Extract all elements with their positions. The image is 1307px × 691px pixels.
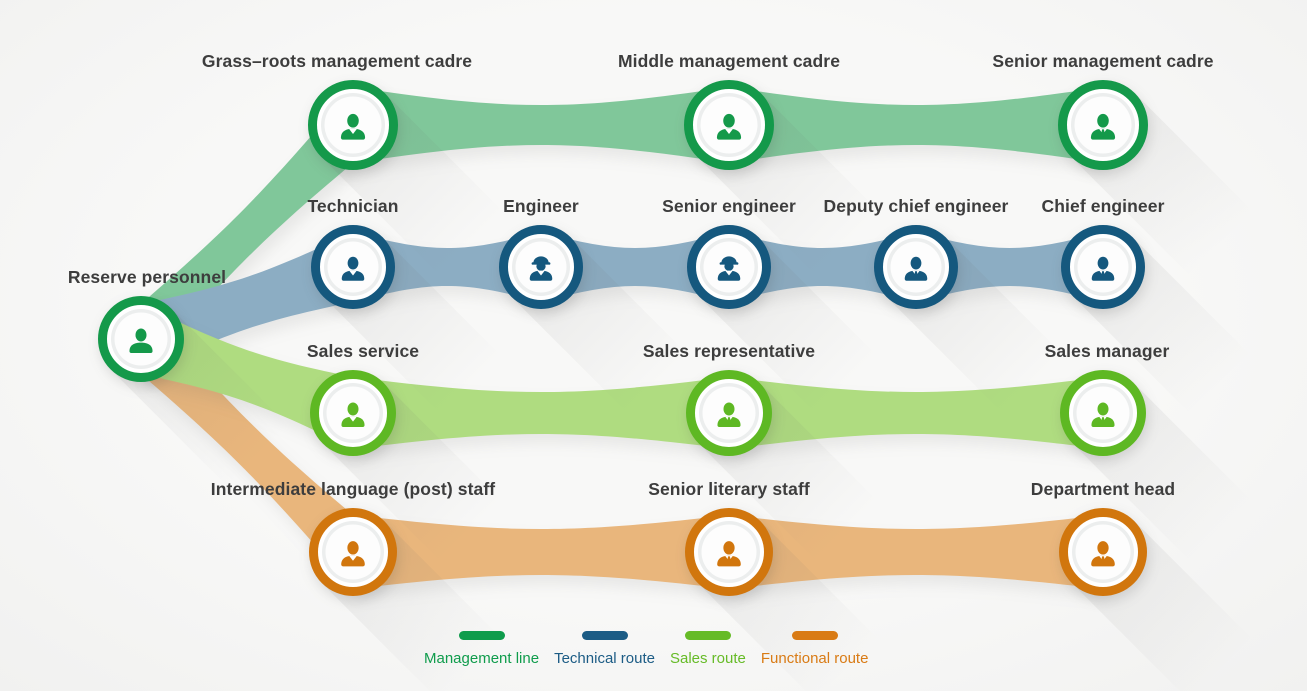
functional-route-dash-icon [791, 631, 838, 640]
person-collar-icon [341, 541, 365, 567]
legend-item-management-line: Management line [424, 631, 539, 667]
legend-item-sales-route: Sales route [670, 631, 746, 667]
legend-label: Management line [424, 650, 540, 667]
businessman-icon [1091, 402, 1115, 428]
legend-label: Sales route [669, 650, 746, 667]
node-label-deputy-chief-engineer: Deputy chief engineer [823, 196, 1009, 216]
node-label-grass-roots-management-cadre: Grass–roots management cadre [201, 51, 473, 71]
sales-route-dash-icon [684, 631, 731, 640]
technical-route-dash-icon [581, 631, 628, 640]
node-technician [311, 225, 513, 427]
node-sales-service [310, 370, 514, 574]
node-senior-management-cadre [1058, 80, 1265, 287]
ribbon-management-line-1 [729, 87, 1103, 163]
legend-label: Technical route [554, 650, 655, 667]
person-collar-icon [340, 113, 366, 140]
businessman-icon [717, 402, 741, 428]
node-label-reserve-personnel: Reserve personnel [67, 267, 227, 287]
node-label-chief-engineer: Chief engineer [1041, 196, 1165, 216]
ribbon-management-line-0 [353, 87, 729, 163]
node-label-senior-engineer: Senior engineer [662, 196, 796, 216]
node-chief-engineer [1061, 225, 1263, 427]
businessman-icon [1091, 256, 1115, 281]
person-collar-icon [341, 402, 365, 428]
node-label-technician: Technician [307, 196, 399, 216]
legend-item-functional-route: Functional route [760, 631, 869, 667]
node-label-sales-manager: Sales manager [1044, 341, 1170, 361]
management-line-dash-icon [458, 631, 505, 640]
node-intermediate-language-post-staff [309, 508, 515, 691]
businessman-icon [1090, 113, 1116, 140]
engineer-helmet-icon [529, 256, 553, 281]
node-reserve-personnel [98, 296, 302, 500]
node-middle-management-cadre [684, 80, 891, 287]
legend: Management line Technical route Sales ro… [424, 631, 868, 667]
node-label-intermediate-language-post-staff: Intermediate language (post) staff [210, 479, 496, 499]
node-label-sales-representative: Sales representative [642, 341, 816, 361]
node-layer [98, 80, 1265, 691]
person-icon [129, 328, 153, 354]
node-label-department-head: Department head [1030, 479, 1176, 499]
node-label-senior-literary-staff: Senior literary staff [648, 479, 810, 499]
businessman-icon [717, 541, 741, 567]
node-sales-representative [686, 370, 890, 574]
node-senior-literary-staff [685, 508, 891, 691]
node-label-sales-service: Sales service [306, 341, 420, 361]
person-collar-icon [341, 256, 365, 281]
person-collar-icon [716, 113, 742, 140]
node-grass-roots-management-cadre [308, 80, 515, 287]
node-department-head [1059, 508, 1265, 691]
businessman-icon [904, 256, 928, 281]
node-engineer [499, 225, 701, 427]
businessman-icon [1091, 541, 1115, 567]
engineer-helmet-icon [717, 256, 741, 281]
node-senior-engineer [687, 225, 889, 427]
node-deputy-chief-engineer [874, 225, 1076, 427]
legend-label: Functional route [760, 650, 869, 667]
node-label-engineer: Engineer [503, 196, 579, 216]
node-label-middle-management-cadre: Middle management cadre [617, 51, 841, 71]
legend-item-technical-route: Technical route [554, 631, 655, 667]
node-sales-manager [1060, 370, 1264, 574]
node-label-senior-management-cadre: Senior management cadre [992, 51, 1214, 71]
